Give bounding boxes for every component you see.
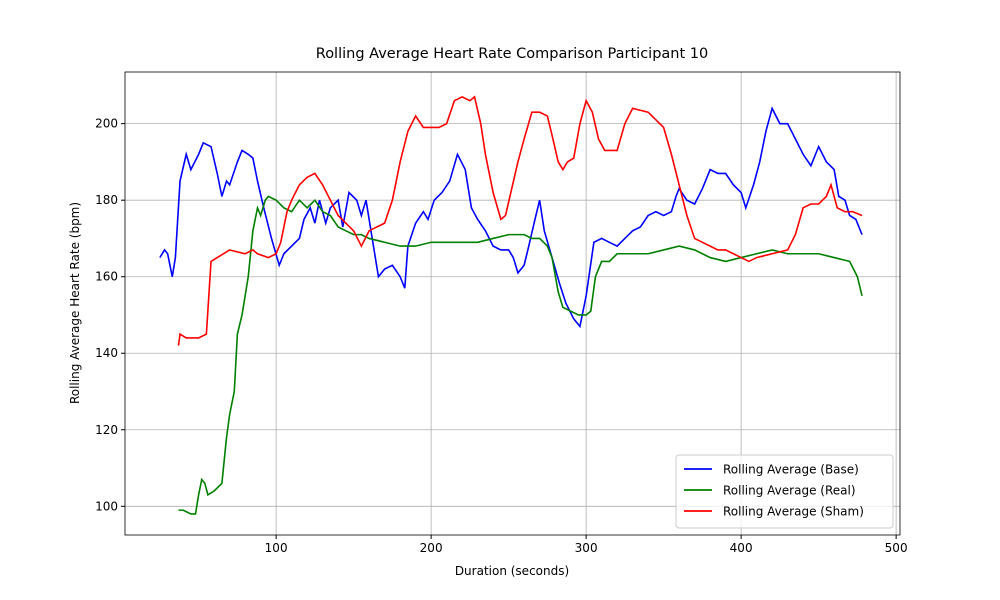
data-line [178,195,863,515]
chart-title: Rolling Average Heart Rate Comparison Pa… [316,46,708,62]
legend-label: Rolling Average (Base) [723,463,859,477]
data-line [177,95,863,346]
plot-frame [124,71,901,536]
x-tick-label: 200 [420,541,443,555]
x-tick-label: 500 [885,541,908,555]
x-tick-label: 100 [265,541,288,555]
legend-box [675,454,894,529]
y-tick-label: 120 [95,423,118,437]
data-line [159,106,863,329]
y-tick-label: 200 [95,117,118,131]
y-tick-label: 100 [95,499,118,513]
legend-label: Rolling Average (Real) [723,484,856,498]
y-tick-label: 140 [95,346,118,360]
y-axis-label: Rolling Average Heart Rate (bpm) [68,202,82,404]
y-tick-label: 180 [95,193,118,207]
x-tick-label: 400 [730,541,753,555]
x-tick-label: 300 [575,541,598,555]
x-axis-label: Duration (seconds) [455,564,569,578]
legend-label: Rolling Average (Sham) [723,505,864,519]
y-tick-label: 160 [95,270,118,284]
